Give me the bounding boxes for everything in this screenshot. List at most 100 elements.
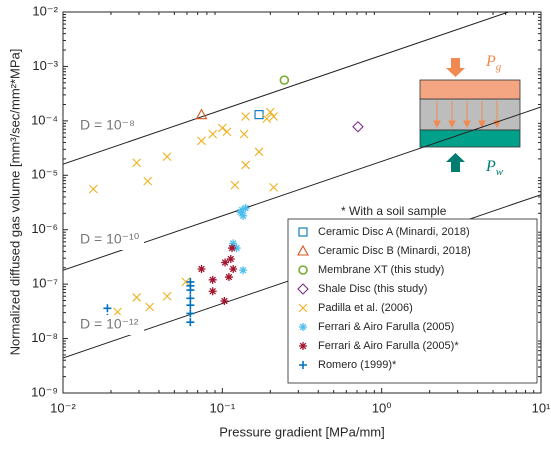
reference-line-label: D = 10⁻⁸ bbox=[80, 117, 135, 133]
data-point bbox=[208, 287, 217, 296]
legend-label: Romero (1999)* bbox=[318, 359, 397, 371]
legend-label: Shale Disc (this study) bbox=[318, 283, 427, 295]
data-point bbox=[241, 160, 251, 170]
reference-line bbox=[63, 12, 511, 165]
data-point bbox=[186, 301, 195, 310]
data-point bbox=[217, 123, 227, 133]
data-point bbox=[239, 129, 249, 139]
sample-layer bbox=[419, 98, 521, 131]
water-layer bbox=[419, 129, 521, 148]
data-point bbox=[208, 275, 217, 284]
data-point bbox=[197, 264, 206, 273]
legend-marker bbox=[297, 283, 309, 295]
data-point bbox=[229, 264, 238, 273]
symbol: P bbox=[485, 53, 496, 70]
data-point bbox=[352, 120, 364, 133]
gas-pressure-label: Pg bbox=[485, 53, 502, 73]
y-tick-label: 10⁻⁹ bbox=[31, 384, 58, 399]
data-point bbox=[269, 182, 279, 192]
data-point bbox=[88, 184, 98, 194]
y-tick-label: 10⁻² bbox=[32, 3, 58, 18]
plot-frame bbox=[62, 11, 542, 394]
subscript: g bbox=[496, 61, 502, 73]
data-point bbox=[195, 108, 208, 120]
legend-label: Padilla et al. (2006) bbox=[318, 302, 413, 314]
data-point bbox=[197, 136, 206, 146]
legend-marker bbox=[299, 361, 307, 369]
legend-box bbox=[287, 218, 538, 384]
data-point bbox=[236, 208, 245, 217]
data-point bbox=[220, 297, 229, 306]
reference-line-label: D = 10⁻¹⁰ bbox=[80, 231, 140, 247]
legend-marker bbox=[298, 227, 308, 237]
legend-marker bbox=[299, 342, 307, 350]
legend: Ceramic Disc A (Minardi, 2018) Ceramic Di… bbox=[287, 218, 538, 384]
reference-label-bg bbox=[78, 116, 144, 136]
data-point bbox=[208, 129, 218, 139]
data-point bbox=[113, 307, 122, 317]
data-point bbox=[132, 158, 142, 168]
x-tick-label: 10¹ bbox=[532, 400, 551, 415]
legend-marker bbox=[299, 323, 307, 331]
x-axis-label: Pressure gradient [MPa/mm] bbox=[219, 424, 384, 439]
legend-label: Ceramic Disc A (Minardi, 2018) bbox=[318, 226, 470, 238]
y-tick-label: 10⁻³ bbox=[32, 58, 58, 73]
water-pressure-label: Pw bbox=[485, 158, 504, 178]
data-point bbox=[262, 114, 272, 123]
x-tick-label: 10⁻² bbox=[50, 400, 76, 415]
symbol: P bbox=[485, 158, 496, 175]
data-point bbox=[228, 244, 237, 253]
subscript: w bbox=[496, 166, 504, 178]
data-point bbox=[241, 112, 251, 121]
data-point bbox=[143, 176, 153, 186]
x-tick-label: 10⁻¹ bbox=[210, 400, 236, 415]
data-point bbox=[241, 204, 250, 213]
data-point bbox=[222, 127, 232, 137]
legend-label: Ferrari & Airo Farulla (2005)* bbox=[318, 340, 459, 352]
legend-label: Ferrari & Airo Farulla (2005) bbox=[318, 321, 454, 333]
y-tick-label: 10⁻⁶ bbox=[31, 221, 58, 236]
data-point bbox=[103, 304, 112, 313]
data-point bbox=[265, 107, 275, 117]
data-point bbox=[229, 239, 238, 248]
y-tick-label: 10⁻⁷ bbox=[32, 276, 58, 291]
data-point bbox=[230, 180, 240, 190]
reference-line-label: D = 10⁻¹² bbox=[80, 316, 139, 332]
data-point bbox=[132, 293, 142, 302]
data-point bbox=[186, 286, 195, 295]
data-point bbox=[162, 291, 172, 301]
legend-marker bbox=[298, 303, 308, 313]
y-tick-label: 10⁻⁵ bbox=[31, 167, 58, 182]
data-point bbox=[224, 273, 233, 282]
gas-arrow bbox=[446, 58, 465, 77]
data-point bbox=[239, 266, 248, 275]
inset-diagram: Pg Pw bbox=[419, 53, 521, 178]
reference-label-bg bbox=[78, 315, 144, 335]
data-point bbox=[279, 75, 290, 85]
reference-label-bg bbox=[78, 230, 144, 250]
data-point bbox=[186, 309, 195, 318]
data-point bbox=[221, 258, 230, 267]
data-point bbox=[239, 211, 248, 220]
data-point bbox=[269, 112, 279, 121]
y-axis-label: Normalized diffused gas volume [mm³/sec/… bbox=[7, 49, 22, 356]
data-point bbox=[254, 147, 264, 157]
data-point bbox=[186, 318, 195, 327]
water-arrow bbox=[446, 153, 465, 172]
data-point bbox=[145, 302, 155, 312]
legend-label: Ceramic Disc B (Minardi, 2018) bbox=[318, 245, 471, 257]
y-tick-label: 10⁻⁴ bbox=[31, 112, 58, 127]
data-point bbox=[232, 244, 241, 253]
data-point bbox=[162, 152, 172, 162]
data-point bbox=[181, 277, 191, 287]
x-tick-label: 10⁰ bbox=[372, 400, 392, 415]
legend-note: * With a soil sample bbox=[341, 204, 447, 218]
legend-marker bbox=[297, 244, 309, 256]
data-point bbox=[226, 254, 235, 263]
legend-label: Membrane XT (this study) bbox=[318, 264, 444, 276]
data-point bbox=[186, 294, 195, 303]
legend-marker bbox=[298, 265, 308, 275]
gas-layer bbox=[419, 79, 521, 100]
y-tick-label: 10⁻⁸ bbox=[31, 330, 58, 345]
